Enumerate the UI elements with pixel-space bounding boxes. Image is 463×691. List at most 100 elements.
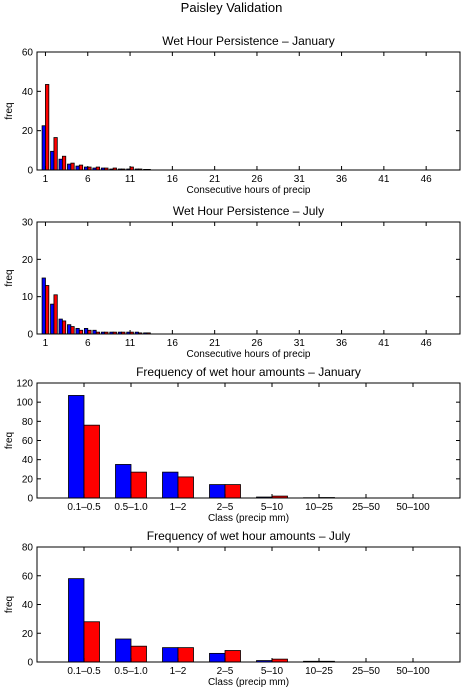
x-tick-label: 0.5–1.0 <box>114 502 148 513</box>
y-tick-label: 20 <box>22 474 34 485</box>
bar <box>50 150 55 171</box>
bar <box>209 484 226 499</box>
x-tick-label: 5–10 <box>261 502 284 513</box>
y-tick-label: 100 <box>16 398 33 409</box>
x-tick-label: 41 <box>378 338 390 349</box>
x-tick-label: 1–2 <box>170 502 187 513</box>
bar <box>53 294 58 335</box>
bar <box>83 424 100 499</box>
chart-4: Frequency of wet hour amounts – July 0 20 4… <box>4 529 461 688</box>
x-tick-label: 31 <box>294 174 306 185</box>
x-tick-label: 1 <box>43 174 49 185</box>
x-tick-label: 1–2 <box>170 666 187 677</box>
chart-title: Frequency of wet hour amounts – January <box>136 365 361 379</box>
bar <box>224 650 241 663</box>
y-tick-label: 40 <box>22 600 34 611</box>
axes-box <box>36 546 461 663</box>
chart-3: Frequency of wet hour amounts – January 0… <box>4 365 461 524</box>
x-tick-label: 46 <box>421 174 433 185</box>
bar <box>75 165 80 171</box>
x-tick-label: 0.5–1.0 <box>114 666 148 677</box>
x-tick-label: 10–25 <box>305 666 333 677</box>
bar <box>61 320 67 335</box>
bar <box>162 471 179 499</box>
y-tick-label: 0 <box>27 658 33 669</box>
y-tick-label: 0 <box>27 330 33 341</box>
y-tick-label: 40 <box>22 87 34 98</box>
bar <box>177 476 194 499</box>
y-tick-label: 0 <box>27 494 33 505</box>
bar <box>75 327 80 335</box>
x-tick-label: 11 <box>125 338 136 349</box>
y-tick-label: 80 <box>22 417 34 428</box>
bar <box>41 277 46 335</box>
bar <box>87 329 92 335</box>
x-tick-label: 50–100 <box>396 666 430 677</box>
bar <box>83 327 89 335</box>
bar <box>115 464 132 499</box>
y-tick-label: 60 <box>22 48 34 59</box>
bar <box>68 395 85 499</box>
y-axis-label: freq <box>4 596 15 613</box>
bar <box>115 638 132 663</box>
figure-title: Paisley Validation <box>180 0 283 15</box>
bar <box>78 329 84 335</box>
y-axis-label: freq <box>4 102 15 119</box>
x-tick-label: 16 <box>167 174 179 185</box>
y-tick-label: 120 <box>16 379 33 390</box>
bar <box>162 647 179 663</box>
x-tick-label: 26 <box>251 338 263 349</box>
x-tick-label: 21 <box>209 338 221 349</box>
x-tick-label: 25–50 <box>352 666 380 677</box>
bar <box>209 652 226 663</box>
bar <box>92 329 97 335</box>
y-tick-label: 0 <box>27 166 33 177</box>
y-tick-label: 30 <box>22 218 34 229</box>
x-tick-label: 16 <box>167 338 179 349</box>
bar <box>70 326 75 335</box>
y-tick-label: 60 <box>22 436 34 447</box>
x-tick-label: 41 <box>378 174 390 185</box>
y-tick-label: 80 <box>22 543 34 554</box>
x-tick-label: 21 <box>209 174 221 185</box>
x-tick-label: 5–10 <box>261 666 284 677</box>
axes-box <box>36 382 461 499</box>
y-axis-label: freq <box>4 269 15 286</box>
bar <box>78 164 84 171</box>
bar <box>58 158 63 171</box>
x-axis-label: Class (precip mm) <box>208 677 289 688</box>
x-tick-label: 36 <box>336 338 348 349</box>
x-tick-label: 26 <box>251 174 263 185</box>
x-tick-label: 1 <box>43 338 49 349</box>
chart-title: Frequency of wet hour amounts – July <box>147 529 350 543</box>
chart-title: Wet Hour Persistence – January <box>162 34 335 48</box>
bar <box>41 125 46 171</box>
y-tick-label: 60 <box>22 571 34 582</box>
x-tick-label: 6 <box>85 174 91 185</box>
y-tick-label: 20 <box>22 255 34 266</box>
x-axis-label: Consecutive hours of precip <box>187 185 311 196</box>
x-tick-label: 25–50 <box>352 502 380 513</box>
bar <box>61 155 67 171</box>
bar <box>83 621 100 663</box>
axes-box <box>36 51 461 171</box>
x-axis-label: Consecutive hours of precip <box>187 349 311 360</box>
x-tick-label: 0.1–0.5 <box>67 502 101 513</box>
x-tick-label: 11 <box>125 174 136 185</box>
bar <box>45 285 50 335</box>
bar <box>58 318 63 335</box>
x-tick-label: 2–5 <box>217 502 234 513</box>
x-tick-label: 2–5 <box>217 666 234 677</box>
x-tick-label: 46 <box>421 338 433 349</box>
y-tick-label: 20 <box>22 629 34 640</box>
bar <box>130 471 147 499</box>
bar <box>67 163 72 171</box>
x-tick-label: 6 <box>85 338 91 349</box>
bar <box>53 137 58 171</box>
x-tick-label: 31 <box>294 338 306 349</box>
y-tick-label: 20 <box>22 126 34 137</box>
bar <box>130 645 147 663</box>
bar <box>45 84 50 171</box>
